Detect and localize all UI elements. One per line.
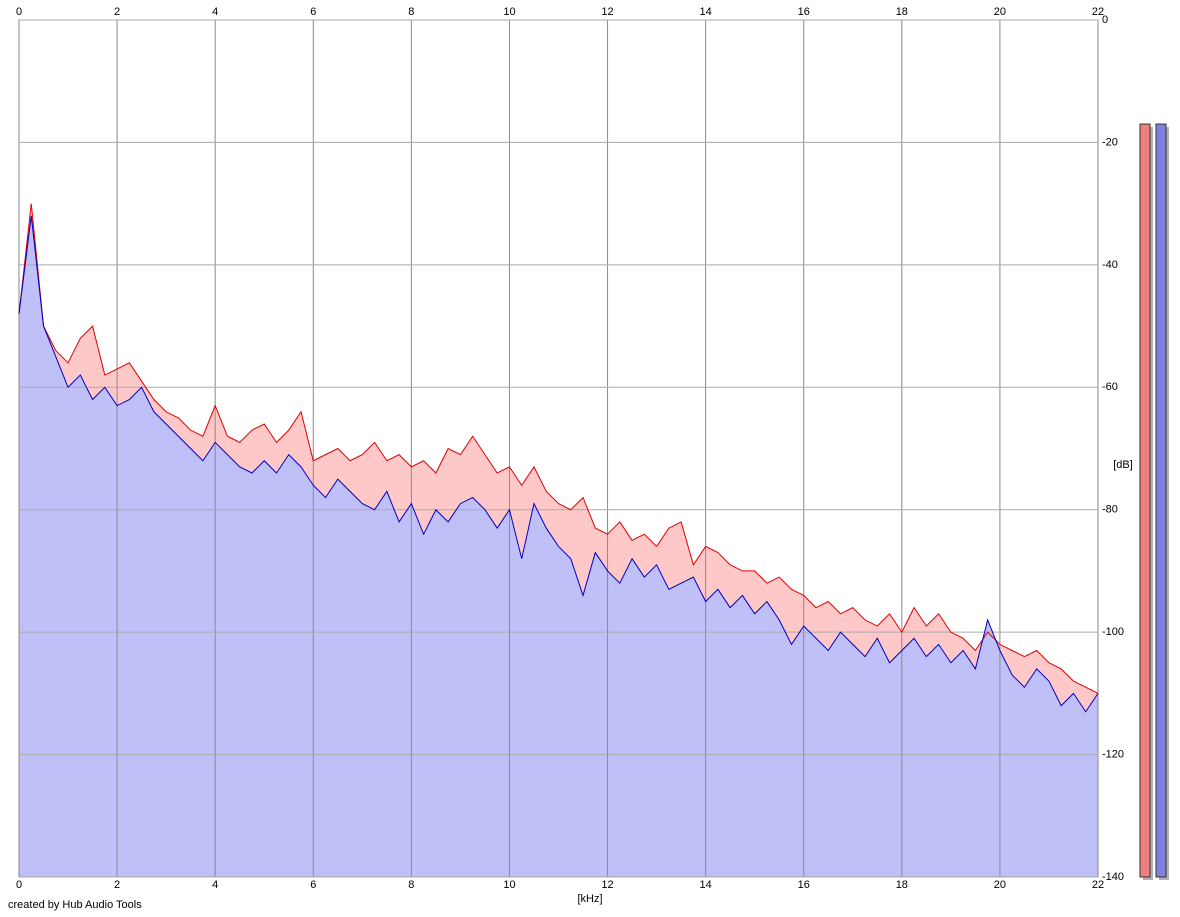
spectrum-line [18, 203, 1099, 694]
level-meter [1139, 123, 1151, 878]
y-tick-label: -120 [1102, 748, 1124, 760]
x-tick-label: 8 [408, 879, 414, 891]
x-tick-label: 10 [503, 6, 515, 18]
x-tick-label: 18 [896, 879, 908, 891]
x-tick-label: 22 [1092, 879, 1104, 891]
x-tick-label: 0 [16, 879, 22, 891]
x-tick-label: 0 [16, 6, 22, 18]
x-tick-label: 12 [601, 879, 613, 891]
y-tick-label: -140 [1102, 871, 1124, 883]
spectrum-line [18, 215, 1099, 713]
x-tick-label: 6 [310, 879, 316, 891]
x-tick-label: 2 [114, 6, 120, 18]
x-tick-label: 4 [212, 879, 218, 891]
y-tick-label: -20 [1102, 136, 1118, 148]
x-axis-label: [kHz] [577, 893, 602, 905]
y-axis-label: [dB] [1113, 459, 1133, 471]
x-tick-label: 16 [798, 6, 810, 18]
x-tick-label: 4 [212, 6, 218, 18]
x-tick-label: 14 [700, 6, 712, 18]
y-tick-label: 0 [1102, 14, 1108, 26]
x-tick-label: 20 [994, 879, 1006, 891]
y-tick-label: -60 [1102, 381, 1118, 393]
x-tick-label: 16 [798, 879, 810, 891]
x-tick-label: 14 [700, 879, 712, 891]
level-meter [1155, 123, 1167, 878]
x-tick-label: 8 [408, 6, 414, 18]
x-tick-label: 6 [310, 6, 316, 18]
x-tick-label: 22 [1092, 6, 1104, 18]
x-tick-label: 10 [503, 879, 515, 891]
y-tick-label: -100 [1102, 626, 1124, 638]
x-tick-label: 20 [994, 6, 1006, 18]
credit: created by Hub Audio Tools [8, 899, 142, 911]
x-tick-label: 12 [601, 6, 613, 18]
x-tick-label: 2 [114, 879, 120, 891]
y-tick-label: -40 [1102, 259, 1118, 271]
x-tick-label: 18 [896, 6, 908, 18]
y-tick-label: -80 [1102, 504, 1118, 516]
